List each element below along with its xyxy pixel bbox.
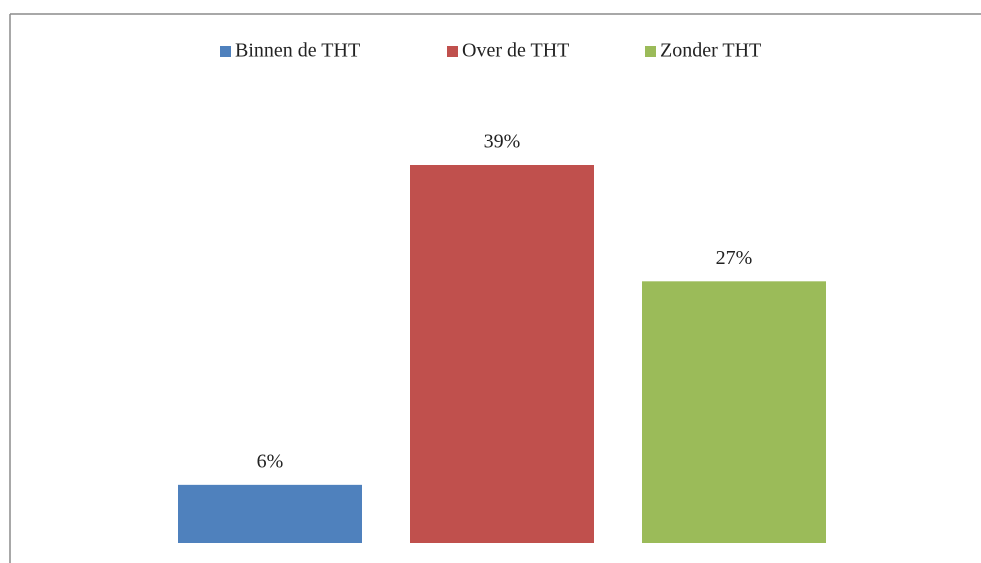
legend-label: Zonder THT [660, 40, 761, 62]
legend-swatch [220, 46, 231, 57]
bar [642, 281, 826, 543]
data-label: 27% [716, 247, 753, 269]
bar [410, 165, 594, 543]
legend-swatch [645, 46, 656, 57]
legend-label: Binnen de THT [235, 40, 360, 62]
bar [178, 484, 362, 543]
data-label: 6% [257, 450, 284, 472]
legend-label: Over de THT [462, 40, 569, 62]
legend-swatch [447, 46, 458, 57]
data-label: 39% [484, 131, 521, 153]
